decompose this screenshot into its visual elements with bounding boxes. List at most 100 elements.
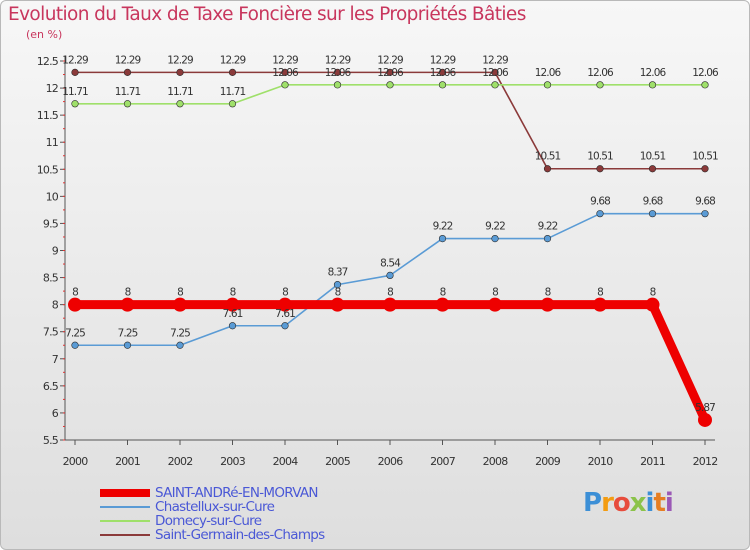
data-point xyxy=(120,297,135,312)
y-tick-label: 9.5 xyxy=(43,217,59,230)
data-label: 8 xyxy=(492,287,498,299)
data-label: 9.22 xyxy=(485,221,505,233)
y-tick-label: 6.5 xyxy=(43,380,59,393)
data-point xyxy=(228,322,237,330)
data-point xyxy=(491,234,499,243)
data-label: 8 xyxy=(125,287,131,299)
y-tick-label: 11.5 xyxy=(37,109,59,122)
unit-label: (en %) xyxy=(26,28,63,41)
logo-letter: t xyxy=(653,488,665,518)
data-point xyxy=(386,68,394,76)
y-tick-label: 12 xyxy=(46,82,58,95)
data-label: 12.29 xyxy=(325,54,351,66)
data-label: 10.51 xyxy=(587,151,613,163)
x-tick-label: 2005 xyxy=(325,455,351,468)
data-label: 7.25 xyxy=(65,327,85,339)
data-label: 9.22 xyxy=(433,221,453,233)
data-label: 12.06 xyxy=(430,67,457,79)
x-tick-label: 2009 xyxy=(535,455,561,468)
data-label: 12.06 xyxy=(272,67,299,79)
legend-item-chastellux[interactable]: Chastellux-sur-Cure xyxy=(100,499,324,515)
data-label: 12.06 xyxy=(325,67,352,79)
data-label: 8.37 xyxy=(328,267,348,279)
data-label: 8 xyxy=(545,287,551,299)
logo-letter: x xyxy=(629,488,647,518)
data-point xyxy=(491,68,499,76)
data-point xyxy=(543,81,552,89)
legend-swatch xyxy=(100,534,150,536)
data-point xyxy=(333,68,342,76)
x-tick-label: 2012 xyxy=(693,455,718,468)
logo-letter: i xyxy=(664,488,674,518)
series-3 xyxy=(71,68,709,173)
data-label: 9.68 xyxy=(590,196,610,208)
data-label: 7.25 xyxy=(170,327,190,339)
data-label: 12.29 xyxy=(115,54,141,66)
series-layer: 12.29 12.29 12.29 12.29 12.29 12.29 12.29 12.29… xyxy=(62,54,720,427)
data-label: 12.29 xyxy=(62,54,88,66)
data-point xyxy=(540,297,555,312)
legend-label: SAINT-ANDRé-EN-MORVAN xyxy=(155,485,319,501)
data-label: 8 xyxy=(230,287,236,299)
series-2 xyxy=(71,81,709,108)
data-label: 7.61 xyxy=(223,308,243,320)
data-point xyxy=(438,68,447,76)
data-point xyxy=(281,322,289,330)
logo-letter: i xyxy=(645,488,655,518)
data-point xyxy=(386,271,394,280)
data-label: 9.22 xyxy=(538,221,558,233)
data-label: 8 xyxy=(387,287,393,299)
data-label: 12.06 xyxy=(535,67,562,79)
data-label: 12.06 xyxy=(640,67,667,79)
data-point xyxy=(648,81,657,89)
data-label: 9.68 xyxy=(695,196,715,208)
data-label: 12.06 xyxy=(377,67,404,79)
data-point xyxy=(176,100,184,108)
series-1 xyxy=(71,210,709,349)
data-point xyxy=(68,297,82,312)
data-label: 8 xyxy=(335,287,341,299)
legend-item-saint-andre[interactable]: SAINT-ANDRé-EN-MORVAN xyxy=(100,485,324,501)
y-tick-label: 10.5 xyxy=(37,163,59,176)
data-label: 12.29 xyxy=(167,54,193,66)
data-label: 7.61 xyxy=(275,308,295,320)
chart-title: Evolution du Taux de Taxe Foncière sur l… xyxy=(8,4,526,25)
data-point xyxy=(176,341,184,349)
legend-item-saint-germain[interactable]: Saint-Germain-des-Champs xyxy=(100,527,325,543)
data-point xyxy=(488,297,502,312)
data-point xyxy=(438,81,447,89)
x-tick-label: 2003 xyxy=(220,455,246,468)
data-point xyxy=(596,165,604,173)
legend-item-domecy[interactable]: Domecy-sur-Cure xyxy=(100,513,324,529)
data-point xyxy=(330,297,345,312)
y-tick-label: 11 xyxy=(46,136,58,149)
x-tick-label: 2007 xyxy=(430,455,456,468)
legend-swatch xyxy=(100,520,150,522)
data-point xyxy=(176,68,184,76)
data-point xyxy=(71,341,79,349)
data-point xyxy=(701,81,709,89)
logo-letter: r xyxy=(601,488,614,518)
data-label: 11.71 xyxy=(167,86,193,98)
data-label: 8 xyxy=(597,287,603,299)
x-tick-label: 2004 xyxy=(273,455,299,468)
data-point xyxy=(333,81,342,89)
data-label: 8 xyxy=(177,287,183,299)
data-point xyxy=(701,210,709,218)
legend-swatch xyxy=(100,506,150,508)
y-tick-label: 12.5 xyxy=(37,55,59,68)
data-label: 11.71 xyxy=(115,86,141,98)
data-point xyxy=(71,100,79,108)
data-label: 8 xyxy=(72,287,78,299)
data-label: 12.06 xyxy=(692,67,719,79)
series-0 xyxy=(68,297,712,427)
data-label: 9.68 xyxy=(643,196,663,208)
data-label: 12.29 xyxy=(220,54,246,66)
y-tick-label: 6 xyxy=(52,407,59,420)
data-label: 11.71 xyxy=(220,86,246,98)
y-tick-label: 10 xyxy=(46,190,59,203)
data-point xyxy=(596,210,604,218)
y-tick-label: 7 xyxy=(52,353,59,366)
y-tick-label: 8.5 xyxy=(43,272,59,285)
